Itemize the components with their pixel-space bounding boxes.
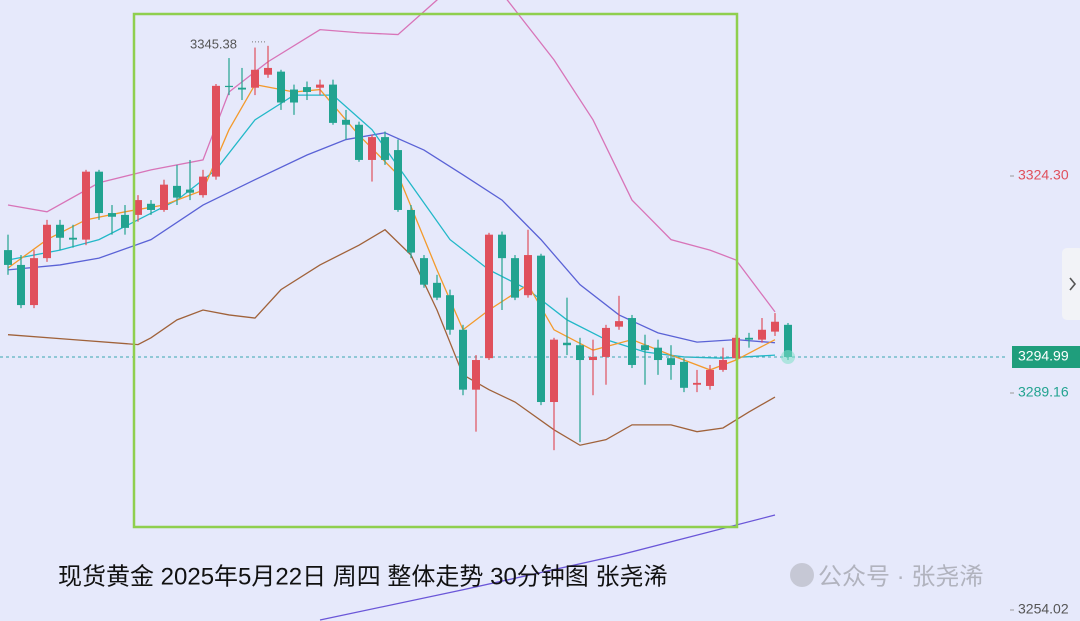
candle-body [576,345,584,361]
candle-body [641,345,649,351]
candle-body [524,255,532,296]
candle-body [199,176,207,196]
candle-body [121,214,129,228]
candle-body [134,200,142,215]
candle-body [407,209,415,253]
candle-body [290,89,298,103]
candle-body [251,69,259,88]
candle-body [433,282,441,298]
candle-body [43,224,51,259]
candle-body [485,234,493,359]
candle-body [537,255,545,403]
candle-body [758,329,766,340]
candle-body [82,171,90,240]
candle-body [212,85,220,177]
indicator-line [7,132,776,344]
candle-body [4,250,12,265]
candle-body [420,258,428,285]
candle-body [511,258,519,298]
indicator-line [319,514,776,621]
candle-body [628,318,636,365]
candle-body [173,185,181,198]
live-dot [781,350,795,365]
candle-body [238,87,246,90]
candle-body [303,87,311,93]
candle-body [30,258,38,306]
candle-body [394,150,402,210]
candle-body [147,203,155,210]
candle-body [550,339,558,403]
candle-body [784,324,792,358]
indicator-line [7,0,776,313]
candle-body [316,84,324,88]
candle-body [56,224,64,238]
indicator-line [7,94,776,359]
candle-body [667,358,675,365]
candle-body [719,360,727,370]
candle-body [498,234,506,259]
last-price-label: 3294.99 [1018,348,1069,364]
candle-body [342,119,350,125]
candle-body [589,356,597,361]
candle-body [459,329,467,390]
price-axis: 3324.30 3289.16 3254.02 3294.99 [1010,167,1080,617]
candle-body [654,347,662,361]
candle-body [693,382,701,385]
candle-body [355,124,363,160]
candle-body [368,137,376,160]
high-label: 3345.38 [190,36,237,51]
candle-body [381,137,389,160]
candle-body [186,189,194,193]
candle-body [329,84,337,123]
annotation-box [132,12,739,529]
candle-body [264,67,272,75]
watermark-icon [790,563,814,587]
candle-body [706,369,714,386]
candle-body [225,85,233,88]
candle-body [69,237,77,240]
caption: 现货黄金 2025年5月22日 周四 整体走势 30分钟图 张尧浠 [58,563,667,590]
candle-body [771,321,779,332]
candle-body [615,321,623,327]
candle-body [745,337,753,340]
candle-body [563,342,571,346]
y-tick-label: 3289.16 [1018,384,1069,400]
candle-body [108,213,116,217]
candle-body [680,361,688,388]
plot-area [0,0,1008,621]
y-tick-label: 3254.02 [1018,601,1069,617]
y-tick-label: 3324.30 [1018,167,1069,183]
candle-body [277,71,285,103]
candle-body [95,171,103,214]
watermark: 公众号 · 张尧浠 [818,563,983,590]
candle-body [446,295,454,330]
candle-body [472,360,480,390]
candle-body [17,264,25,306]
candle-body [160,184,168,210]
toggle-arrow [1069,277,1077,291]
candle-body [602,327,610,357]
side-panel-toggle[interactable] [1062,248,1080,320]
last-price-badge [1012,346,1080,369]
